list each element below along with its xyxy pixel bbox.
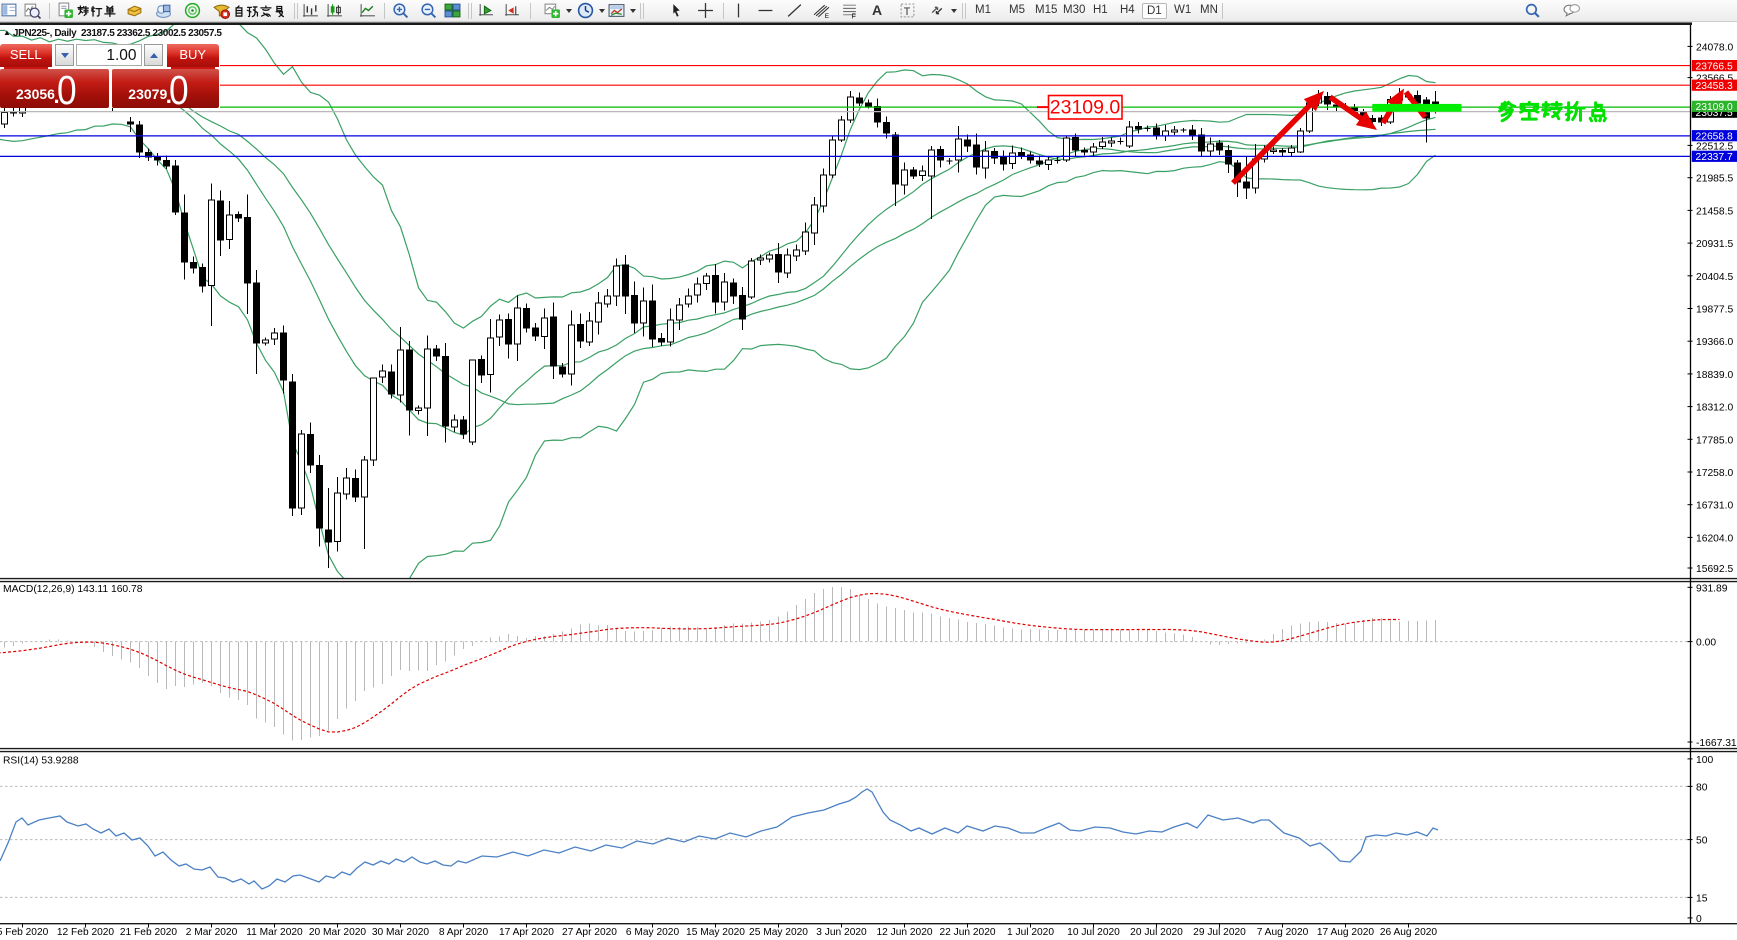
- svg-text:-1667.31: -1667.31: [1696, 738, 1737, 749]
- svg-text:21985.5: 21985.5: [1696, 174, 1733, 185]
- svg-text:22337.7: 22337.7: [1696, 152, 1733, 163]
- svg-text:23109.0: 23109.0: [1050, 97, 1121, 119]
- svg-text:6 May 2020: 6 May 2020: [626, 927, 680, 938]
- svg-text:21458.5: 21458.5: [1696, 206, 1733, 217]
- svg-text:23766.5: 23766.5: [1696, 62, 1733, 73]
- svg-text:18312.0: 18312.0: [1696, 403, 1733, 414]
- svg-text:7 Aug 2020: 7 Aug 2020: [1257, 927, 1309, 938]
- svg-text:MACD(12,26,9) 143.11 160.78: MACD(12,26,9) 143.11 160.78: [3, 584, 143, 595]
- svg-text:50: 50: [1696, 836, 1708, 847]
- svg-text:22 Jun 2020: 22 Jun 2020: [939, 927, 995, 938]
- svg-text:22512.5: 22512.5: [1696, 141, 1733, 152]
- svg-text:80: 80: [1696, 782, 1708, 793]
- svg-text:15: 15: [1696, 893, 1708, 904]
- svg-text:27 Apr 2020: 27 Apr 2020: [562, 927, 617, 938]
- svg-text:20 Jul 2020: 20 Jul 2020: [1130, 927, 1183, 938]
- svg-text:10 Jul 2020: 10 Jul 2020: [1067, 927, 1120, 938]
- svg-text:E: E: [825, 13, 829, 19]
- svg-text:24078.0: 24078.0: [1696, 42, 1733, 53]
- svg-text:1 Jul 2020: 1 Jul 2020: [1007, 927, 1054, 938]
- svg-text:18839.0: 18839.0: [1696, 370, 1733, 381]
- svg-text:5 Feb 2020: 5 Feb 2020: [0, 927, 49, 938]
- svg-text:21 Feb 2020: 21 Feb 2020: [120, 927, 178, 938]
- svg-text:26 Aug 2020: 26 Aug 2020: [1380, 927, 1438, 938]
- svg-text:RSI(14) 53.9288: RSI(14) 53.9288: [3, 756, 79, 767]
- svg-text:3 Jun 2020: 3 Jun 2020: [816, 927, 867, 938]
- svg-text:16731.0: 16731.0: [1696, 501, 1733, 512]
- svg-text:19366.0: 19366.0: [1696, 337, 1733, 348]
- svg-text:20404.5: 20404.5: [1696, 272, 1733, 283]
- svg-text:15 May 2020: 15 May 2020: [686, 927, 745, 938]
- svg-text:30 Mar 2020: 30 Mar 2020: [372, 927, 430, 938]
- svg-text:100: 100: [1696, 755, 1713, 766]
- svg-text:23037.5: 23037.5: [1696, 108, 1733, 119]
- svg-text:25 May 2020: 25 May 2020: [749, 927, 808, 938]
- svg-text:17785.0: 17785.0: [1696, 435, 1733, 446]
- svg-text:17 Apr 2020: 17 Apr 2020: [499, 927, 554, 938]
- svg-text:15692.5: 15692.5: [1696, 564, 1733, 575]
- svg-text:12 Jun 2020: 12 Jun 2020: [876, 927, 932, 938]
- svg-text:2 Mar 2020: 2 Mar 2020: [186, 927, 238, 938]
- svg-text:931.89: 931.89: [1696, 583, 1728, 594]
- svg-text:23109.0: 23109.0: [1696, 102, 1733, 113]
- svg-text:20931.5: 20931.5: [1696, 239, 1733, 250]
- svg-text:29 Jul 2020: 29 Jul 2020: [1193, 927, 1246, 938]
- svg-text:12 Feb 2020: 12 Feb 2020: [57, 927, 115, 938]
- svg-text:0: 0: [1696, 914, 1702, 925]
- svg-text:0.00: 0.00: [1696, 638, 1716, 649]
- svg-text:11 Mar 2020: 11 Mar 2020: [246, 927, 303, 938]
- svg-text:T: T: [904, 6, 911, 18]
- svg-text:F: F: [852, 13, 856, 19]
- svg-text:23566.5: 23566.5: [1696, 74, 1733, 85]
- svg-text:8 Apr 2020: 8 Apr 2020: [439, 927, 489, 938]
- svg-text:17258.0: 17258.0: [1696, 468, 1733, 479]
- svg-text:22658.8: 22658.8: [1696, 132, 1733, 143]
- svg-text:23458.3: 23458.3: [1696, 81, 1733, 92]
- svg-text:19877.5: 19877.5: [1696, 305, 1733, 316]
- svg-text:17 Aug 2020: 17 Aug 2020: [1317, 927, 1375, 938]
- svg-text:16204.0: 16204.0: [1696, 533, 1733, 544]
- svg-text:20 Mar 2020: 20 Mar 2020: [309, 927, 367, 938]
